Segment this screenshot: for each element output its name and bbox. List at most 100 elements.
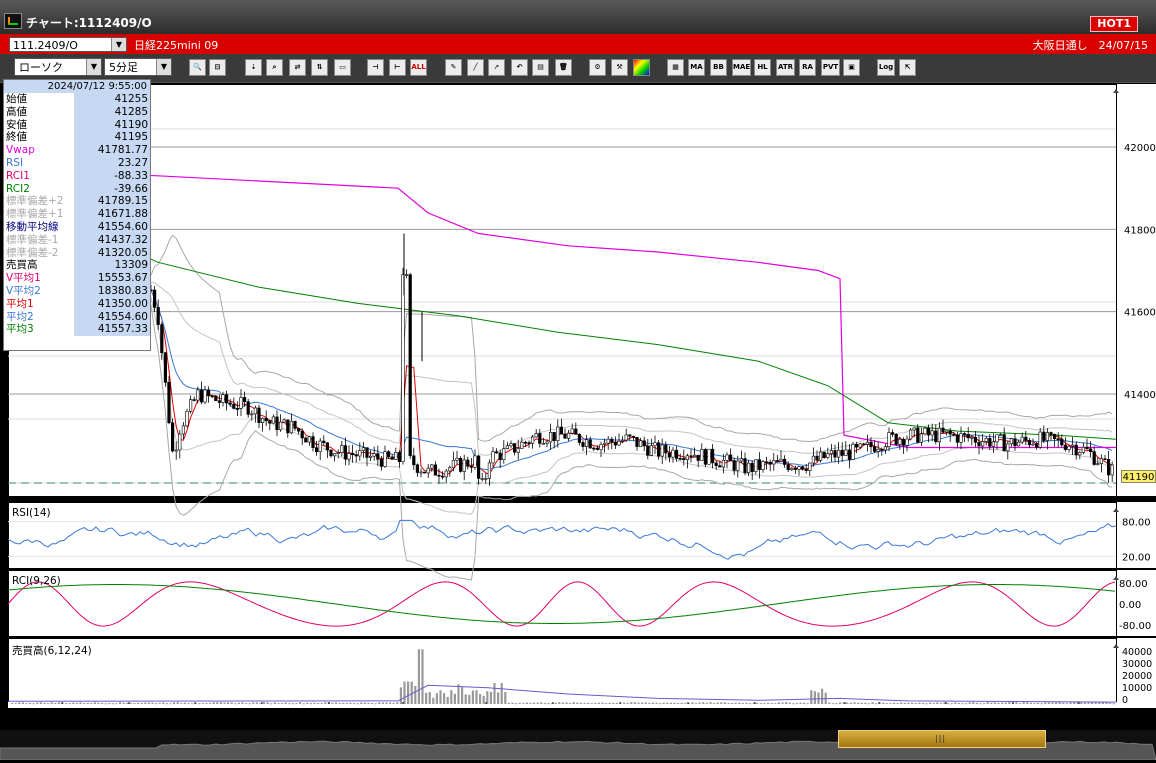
- volume-bar: [734, 702, 737, 704]
- volume-bar: [129, 703, 132, 705]
- compare-icon[interactable]: ⇄: [289, 59, 306, 76]
- symbol-input[interactable]: 111.2409/O ▼: [9, 37, 127, 52]
- wrench-icon[interactable]: ⚒: [611, 59, 628, 76]
- color-palette-icon[interactable]: [633, 59, 650, 76]
- rsi-tick-label: 20.00: [1122, 552, 1151, 563]
- hot-badge[interactable]: HOT1: [1090, 16, 1138, 32]
- candle-body: [700, 449, 704, 461]
- magnify-chart-icon[interactable]: ⌕: [266, 59, 283, 76]
- volume-bar: [486, 691, 489, 704]
- arrow-down-icon[interactable]: ⇣: [245, 59, 262, 76]
- volume-bar: [281, 703, 284, 705]
- candle-body: [1013, 438, 1017, 447]
- all-button[interactable]: ALL: [410, 59, 427, 76]
- volume-tick-label: 40000: [1122, 647, 1152, 658]
- candle-body: [322, 440, 326, 444]
- ra-button[interactable]: RA: [799, 59, 816, 76]
- volume-bar: [25, 703, 28, 705]
- info-value: 41255: [74, 93, 150, 106]
- candle-body: [1024, 436, 1028, 441]
- volume-bar: [104, 703, 107, 705]
- volume-bar: [756, 702, 759, 704]
- window-icon[interactable]: ▣: [843, 59, 860, 76]
- volume-bar: [597, 702, 600, 704]
- candle-left-icon[interactable]: ⊣: [367, 59, 384, 76]
- chart-type-select[interactable]: ローソク ▼: [14, 58, 102, 76]
- page-icon[interactable]: ▭: [334, 59, 351, 76]
- candle-body: [610, 438, 614, 443]
- volume-bar: [918, 702, 921, 704]
- volume-bar: [1055, 702, 1058, 704]
- chevron-down-icon[interactable]: ▼: [156, 59, 171, 75]
- candle-body: [631, 435, 635, 438]
- volume-bar: [716, 702, 719, 704]
- volume-bar: [788, 702, 791, 704]
- split-icon[interactable]: ⊟: [209, 59, 226, 76]
- chart-area[interactable]: 42000 41800 41600 41400 80.00 20.00 80.00 0.00 -…: [7, 84, 1156, 720]
- volume-bar: [288, 703, 291, 705]
- volume-bar: [792, 703, 795, 705]
- pen-icon[interactable]: ✎: [445, 59, 462, 76]
- candle-body: [991, 441, 995, 447]
- zoom-icon[interactable]: 🔍: [189, 59, 206, 76]
- volume-bar: [702, 702, 705, 704]
- candle-body: [361, 447, 366, 451]
- volume-bar: [986, 702, 989, 704]
- chevron-down-icon[interactable]: ▼: [111, 38, 126, 51]
- volume-bar: [75, 702, 78, 704]
- document-icon[interactable]: ▤: [532, 59, 549, 76]
- chart-svg[interactable]: 42000 41800 41600 41400 80.00 20.00 80.00 0.00 -…: [7, 84, 1156, 720]
- info-label: 標準偏差+1: [6, 208, 64, 221]
- bb-button[interactable]: BB: [710, 59, 727, 76]
- volume-bar: [39, 702, 42, 704]
- candle-body: [347, 453, 351, 460]
- volume-bar: [43, 702, 46, 704]
- mae-button[interactable]: MAE: [732, 59, 751, 76]
- export-icon[interactable]: ⇱: [899, 59, 916, 76]
- volume-bar: [1094, 702, 1097, 704]
- candle-compare-icon[interactable]: ⇅: [311, 59, 328, 76]
- candle-body: [530, 436, 535, 444]
- candle-body: [1031, 443, 1035, 446]
- hl-button[interactable]: HL: [754, 59, 771, 76]
- grid-icon[interactable]: ▦: [667, 59, 684, 76]
- volume-bar: [435, 693, 438, 704]
- volume-bar: [108, 703, 111, 705]
- undo-icon[interactable]: ↶: [511, 59, 528, 76]
- volume-bar: [363, 702, 366, 704]
- volume-bar: [245, 703, 248, 705]
- candle-right-icon[interactable]: ⊢: [389, 59, 406, 76]
- candle-body: [707, 448, 711, 465]
- volume-bar: [464, 694, 467, 704]
- cursor-icon[interactable]: ➚: [488, 59, 505, 76]
- log-button[interactable]: Log: [877, 59, 895, 76]
- atr-button[interactable]: ATR: [776, 59, 795, 76]
- candle-body: [275, 416, 279, 431]
- candle-body: [804, 469, 808, 471]
- volume-bar: [641, 702, 644, 704]
- candle-body: [1035, 443, 1039, 448]
- volume-bar: [1073, 702, 1076, 704]
- candle-body: [232, 403, 236, 409]
- info-label: 高値: [6, 105, 27, 118]
- trash-icon[interactable]: 🗑: [555, 59, 572, 76]
- period-select[interactable]: 5分足 ▼: [104, 58, 172, 76]
- settings-icon[interactable]: ⚙: [589, 59, 606, 76]
- candle-body: [883, 446, 887, 451]
- chevron-down-icon[interactable]: ▼: [86, 59, 101, 75]
- volume-bar: [1083, 702, 1086, 704]
- ma-button[interactable]: MA: [688, 59, 705, 76]
- volume-bar: [767, 702, 770, 704]
- candle-body: [487, 462, 492, 479]
- pvt-button[interactable]: PVT: [821, 59, 840, 76]
- info-label: 移動平均線: [6, 220, 59, 233]
- panel-frames: [8, 84, 1156, 709]
- volume-bar: [320, 703, 323, 705]
- symbol-bar: [0, 34, 1156, 54]
- volume-bar: [785, 702, 788, 704]
- volume-bar: [507, 702, 510, 704]
- volume-bar: [709, 702, 712, 704]
- candle-body: [581, 442, 585, 447]
- scrollbar-thumb[interactable]: |||: [838, 730, 1046, 748]
- line-tool-icon[interactable]: ╱: [467, 59, 484, 76]
